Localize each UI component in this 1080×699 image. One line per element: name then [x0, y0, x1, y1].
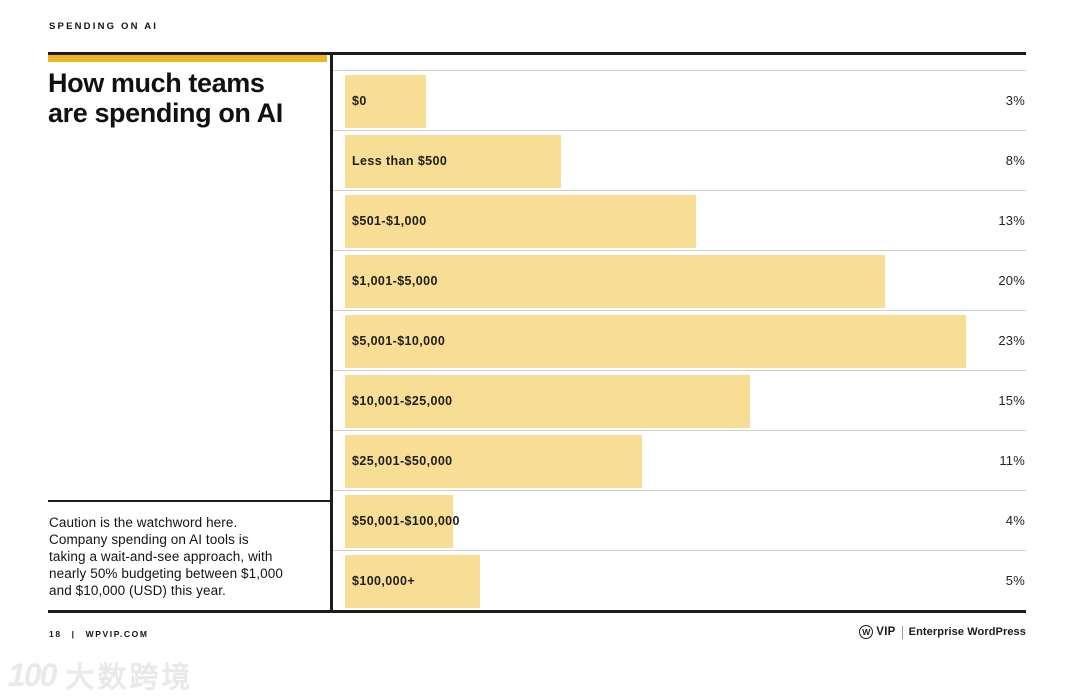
brand-separator — [901, 625, 903, 639]
bottom-rule — [48, 610, 1026, 613]
bar — [345, 75, 426, 128]
bar-value: 23% — [998, 333, 1025, 348]
bar-label: Less than $500 — [352, 153, 448, 168]
bar — [345, 135, 561, 188]
bar-label: $10,001-$25,000 — [352, 393, 453, 408]
accent-bar — [48, 55, 327, 62]
watermark: 100 大数跨境 — [8, 654, 193, 696]
bar — [345, 435, 642, 488]
enterprise-wordpress-label: Enterprise WordPress — [908, 626, 1026, 638]
chart-row: $5,001-$10,000 23% — [333, 310, 1026, 370]
bar-value: 3% — [1005, 93, 1025, 108]
footer-divider: | — [71, 629, 76, 639]
chart-row: $0 3% — [333, 70, 1026, 130]
bar — [345, 195, 696, 248]
vip-label: VIP — [876, 626, 896, 638]
bar-label: $100,000+ — [352, 573, 416, 588]
chart-row: $100,000+ 5% — [333, 550, 1026, 610]
page-title: How much teams are spending on AI — [48, 68, 283, 128]
eyebrow-label: SPENDING ON AI — [49, 21, 159, 32]
bar-label: $1,001-$5,000 — [352, 273, 438, 288]
chart-row: $501-$1,000 13% — [333, 190, 1026, 250]
chart-row: $10,001-$25,000 15% — [333, 370, 1026, 430]
bar — [345, 255, 885, 308]
watermark-text: 大数跨境 — [65, 662, 194, 694]
bar-label: $5,001-$10,000 — [352, 333, 446, 348]
bar-value: 13% — [998, 213, 1025, 228]
bar — [345, 375, 750, 428]
bar-chart: $0 3% Less than $500 8% $501-$1,000 13% … — [333, 70, 1026, 610]
bar-value: 20% — [998, 273, 1025, 288]
bar-label: $501-$1,000 — [352, 213, 427, 228]
top-rule — [48, 52, 1026, 55]
chart-row: $25,001-$50,000 11% — [333, 430, 1026, 490]
bar-value: 8% — [1005, 153, 1025, 168]
vertical-divider — [330, 52, 333, 613]
wordpress-icon: W — [859, 625, 874, 639]
bar-label: $25,001-$50,000 — [352, 453, 453, 468]
page-number: 18 — [49, 629, 62, 639]
bar — [345, 315, 966, 368]
site-url: WPVIP.COM — [85, 629, 149, 639]
chart-caption: Caution is the watchword here. Company s… — [49, 515, 283, 598]
chart-row: $1,001-$5,000 20% — [333, 250, 1026, 310]
bar-value: 15% — [998, 393, 1025, 408]
bar-value: 5% — [1005, 573, 1025, 588]
bar — [345, 495, 453, 548]
bar-value: 11% — [999, 453, 1025, 468]
caption-rule — [48, 500, 330, 502]
chart-row: Less than $500 8% — [333, 130, 1026, 190]
bar-value: 4% — [1005, 513, 1025, 528]
footer-page-info: 18 | WPVIP.COM — [49, 629, 149, 639]
chart-row: $50,001-$100,000 4% — [333, 490, 1026, 550]
footer-brand: W VIP Enterprise WordPress — [859, 625, 1026, 639]
bar — [345, 555, 480, 608]
bar-label: $0 — [352, 93, 367, 108]
bar-label: $50,001-$100,000 — [352, 513, 460, 528]
watermark-logo: 100 — [8, 656, 57, 693]
